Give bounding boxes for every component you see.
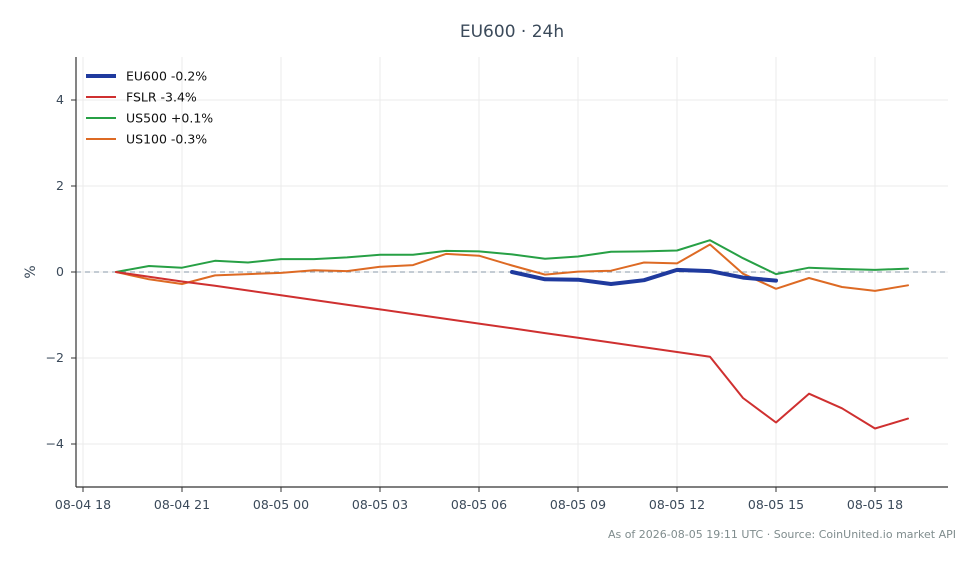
legend-label: EU600 -0.2% bbox=[126, 69, 207, 84]
legend-label: US100 -0.3% bbox=[126, 132, 207, 147]
series-line-us100 bbox=[115, 243, 909, 292]
series-lines bbox=[115, 239, 909, 430]
y-tick-label: −4 bbox=[46, 436, 64, 451]
legend-label: US500 +0.1% bbox=[126, 111, 213, 126]
x-tick-label: 08-05 15 bbox=[748, 497, 804, 512]
y-axis-label: % bbox=[23, 265, 39, 278]
x-tick-label: 08-05 06 bbox=[451, 497, 507, 512]
y-tick-label: 4 bbox=[56, 92, 64, 107]
series-line-fslr bbox=[115, 271, 909, 430]
x-tick-label: 08-05 18 bbox=[847, 497, 903, 512]
legend-label: FSLR -3.4% bbox=[126, 90, 197, 105]
x-tick-label: 08-04 18 bbox=[55, 497, 111, 512]
x-tick-label: 08-05 03 bbox=[352, 497, 408, 512]
y-tick-label: 0 bbox=[56, 264, 64, 279]
y-tick-label: −2 bbox=[46, 350, 64, 365]
legend: EU600 -0.2% FSLR -3.4% US500 +0.1% US100 -0… bbox=[86, 69, 213, 147]
chart-title: EU600 · 24h bbox=[460, 22, 564, 42]
x-tick-label: 08-04 21 bbox=[154, 497, 210, 512]
x-tick-label: 08-05 12 bbox=[649, 497, 705, 512]
axis-ticks: 08-04 18 08-04 21 08-05 00 08-05 03 08-05 06… bbox=[46, 92, 904, 512]
series-line-eu600 bbox=[510, 267, 778, 286]
series-line-us500 bbox=[115, 239, 909, 276]
x-tick-label: 08-05 09 bbox=[550, 497, 606, 512]
y-tick-label: 2 bbox=[56, 178, 64, 193]
source-footer: As of 2026-08-05 19:11 UTC · Source: Coi… bbox=[608, 528, 956, 541]
x-tick-label: 08-05 00 bbox=[253, 497, 309, 512]
